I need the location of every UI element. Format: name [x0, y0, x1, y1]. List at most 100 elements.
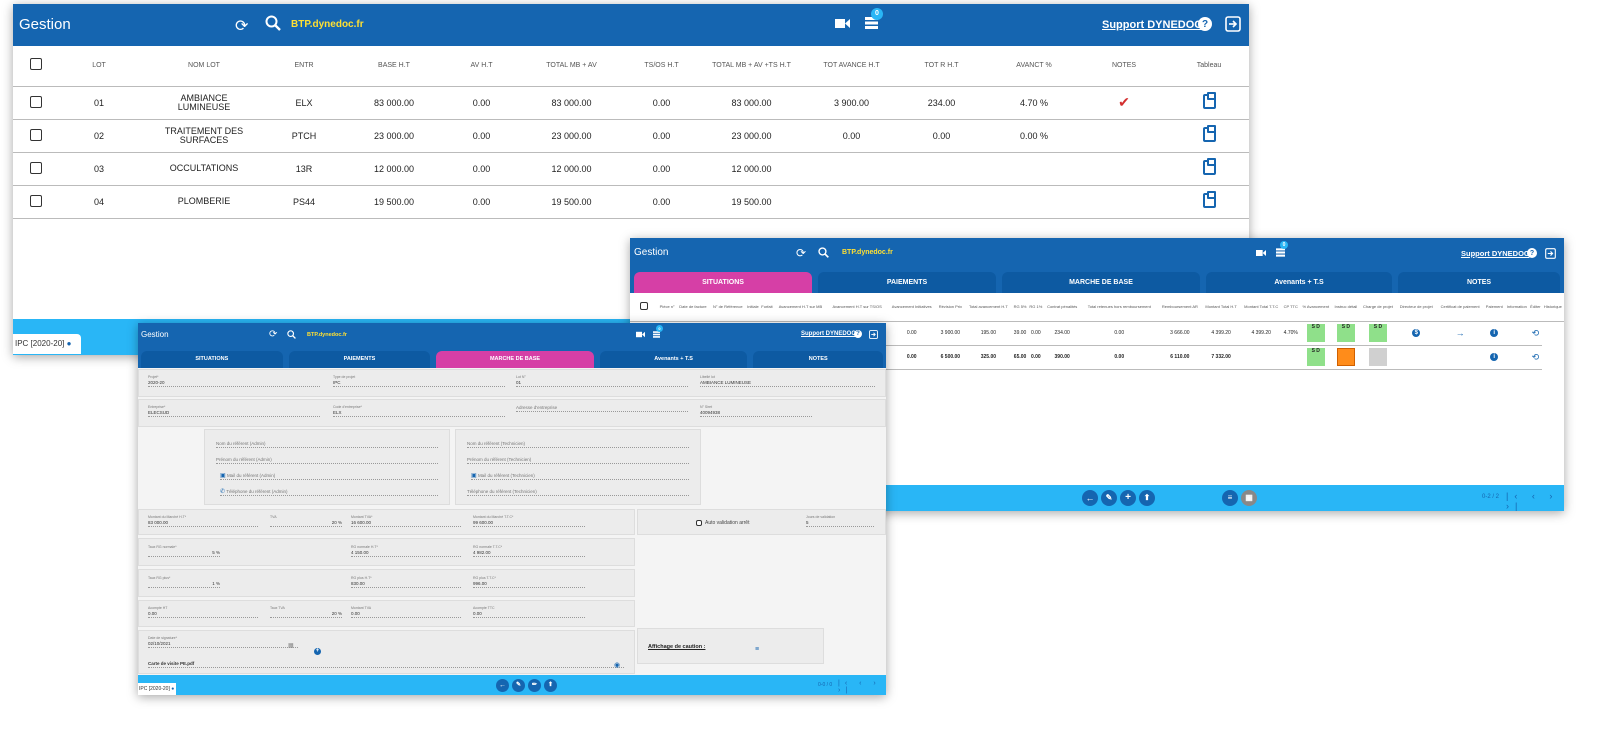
entreprise-field[interactable]: Entreprise* ELECSUD: [148, 405, 320, 417]
tel-admin-field[interactable]: ✆ Téléphone du référent (Admin): [220, 489, 438, 496]
support-link[interactable]: Support DYNEDOC: [801, 331, 856, 337]
video-icon[interactable]: [1256, 249, 1266, 257]
video-icon[interactable]: [835, 18, 850, 29]
code-entreprise-field[interactable]: Code d'entreprise* ELX: [333, 405, 505, 417]
tableau-icon[interactable]: [1169, 152, 1249, 186]
select-all-checkbox[interactable]: [630, 293, 658, 322]
row-checkbox[interactable]: [13, 152, 59, 186]
row-checkbox[interactable]: [13, 119, 59, 153]
certificat-icon[interactable]: $: [1396, 321, 1437, 346]
tel-tech-field[interactable]: Téléphone du référent (Technicien): [467, 489, 689, 496]
tableau-icon[interactable]: [1169, 119, 1249, 153]
caution-list-icon[interactable]: ≡: [755, 646, 760, 653]
info-icon[interactable]: i: [1483, 345, 1505, 370]
validation-status-cell[interactable]: S D: [1299, 321, 1333, 346]
back-button[interactable]: ←: [1082, 490, 1098, 506]
wrench-button[interactable]: ✎: [1101, 490, 1117, 506]
prenom-admin-field[interactable]: Prénom du référent (Admin): [216, 457, 438, 464]
table-row[interactable]: 02 TRAITEMENT DES SURFACES PTCH 23 000.00 0.…: [13, 119, 1249, 153]
nom-admin-field[interactable]: Nom du référent (Admin): [216, 441, 438, 448]
project-chip[interactable]: IPC [2020-20] ●: [13, 334, 81, 354]
adresse-field[interactable]: Adresse d'entreprise: [516, 405, 688, 412]
taux-rg1-field[interactable]: Taux RG plus* 1 %: [148, 576, 220, 588]
eye-icon[interactable]: ◉: [614, 662, 621, 669]
rg5-ht-field[interactable]: RG normale H.T* 4 150.00: [351, 545, 461, 557]
auto-validation-checkbox[interactable]: [696, 520, 702, 526]
site-link[interactable]: BTP.dynedoc.fr: [842, 249, 893, 256]
prenom-tech-field[interactable]: Prénom du référent (Technicien): [467, 457, 689, 464]
rg1-ht-field[interactable]: RG plus H.T* 830.00: [351, 576, 461, 588]
site-link[interactable]: BTP.dynedoc.fr: [307, 332, 347, 338]
pager-nav[interactable]: |‹ ‹ › ›|: [838, 680, 881, 694]
mail-admin-field[interactable]: ▣ Mail du référent (Admin): [220, 473, 438, 480]
pager-nav[interactable]: |‹ ‹ › ›|: [1506, 491, 1559, 511]
wrench-button[interactable]: ✎: [512, 679, 525, 692]
table-row[interactable]: 04 PLOMBERIE PS44 19 500.00 0.00 19 500.00 0.0…: [13, 185, 1249, 219]
validation-status-cell[interactable]: [1332, 345, 1360, 370]
project-chip[interactable]: IPC [2020-20] ●: [138, 683, 176, 695]
calendar-icon[interactable]: ▦: [288, 643, 294, 649]
help-icon[interactable]: ?: [1527, 248, 1537, 258]
filter-button[interactable]: ≡: [1222, 490, 1238, 506]
validation-status-cell[interactable]: [1359, 345, 1397, 370]
support-link[interactable]: Support DYNEDOC: [1461, 249, 1530, 258]
back-button[interactable]: ←: [496, 679, 509, 692]
tab-situations[interactable]: SITUATIONS: [141, 351, 283, 368]
search-icon[interactable]: [265, 15, 281, 31]
help-icon[interactable]: ?: [1198, 17, 1212, 31]
history-icon[interactable]: ⟲: [1529, 321, 1542, 346]
libelle-field[interactable]: Libellé lot AMBIANCE LUMINEUSE: [700, 375, 875, 387]
rg1-ttc-field[interactable]: RG plus T.T.C* 996.00: [473, 576, 585, 588]
support-link[interactable]: Support DYNEDOC: [1102, 19, 1203, 31]
search-icon[interactable]: [287, 330, 296, 339]
carte-visite-field[interactable]: Carte de visite PE.pdf: [148, 661, 624, 668]
tab-marche-de-base[interactable]: MARCHE DE BASE: [1002, 272, 1200, 293]
validation-status-cell[interactable]: S D: [1359, 321, 1397, 346]
taux-tva-field[interactable]: Taux TVA 20 %: [270, 606, 342, 618]
tab-paiements[interactable]: PAIEMENTS: [818, 272, 996, 293]
tab-paiements[interactable]: PAIEMENTS: [288, 351, 431, 368]
jours-validation-field[interactable]: Jours de validation 5: [806, 515, 874, 527]
history-icon[interactable]: ⟲: [1529, 345, 1542, 370]
table-row[interactable]: 01 AMBIANCE LUMINEUSE ELX 83 000.00 0.00 83 0…: [13, 86, 1249, 120]
logout-icon[interactable]: [869, 330, 878, 339]
search-icon[interactable]: [818, 247, 829, 258]
tableau-icon[interactable]: [1169, 86, 1249, 120]
acompte-ht-field[interactable]: Acompte HT 0.00: [148, 606, 258, 618]
edit-button[interactable]: ✏: [528, 679, 541, 692]
info-icon[interactable]: i: [1483, 321, 1505, 346]
tab-notes[interactable]: NOTES: [753, 351, 884, 368]
validation-status-cell[interactable]: S D: [1299, 345, 1333, 370]
help-icon[interactable]: ?: [854, 330, 862, 338]
refresh-icon[interactable]: ⟳: [235, 18, 249, 35]
tab-avenants[interactable]: Avenants + T.S: [599, 351, 748, 368]
rg5-ttc-field[interactable]: RG normale T.T.C* 4 982.00: [473, 545, 585, 557]
acompte-ttc-field[interactable]: Acompte TTC 0.00: [473, 606, 585, 618]
paiement-arrow-icon[interactable]: →: [1436, 321, 1484, 346]
tab-situations[interactable]: SITUATIONS: [634, 272, 812, 293]
montant-tva-field[interactable]: Montant TVA* 16 600.00: [351, 515, 461, 527]
validation-status-cell[interactable]: S D: [1332, 321, 1360, 346]
add-button[interactable]: +: [1120, 490, 1136, 506]
row-checkbox[interactable]: [13, 185, 59, 219]
upload-button[interactable]: ⬆: [1139, 490, 1155, 506]
taux-rg5-field[interactable]: Taux RG normale* 5 %: [148, 545, 220, 557]
logout-icon[interactable]: [1545, 248, 1556, 259]
refresh-icon[interactable]: ⟳: [269, 329, 278, 340]
tab-avenants[interactable]: Avenants + T.S: [1206, 272, 1392, 293]
tab-notes[interactable]: NOTES: [1398, 272, 1560, 293]
tab-marche-de-base[interactable]: MARCHE DE BASE: [436, 351, 594, 368]
siret-field[interactable]: N° Siret 40094938: [700, 405, 812, 417]
projet-field[interactable]: Projet* 2020-20: [148, 375, 320, 387]
logout-icon[interactable]: [1225, 16, 1241, 32]
nom-tech-field[interactable]: Nom du référent (Technicien): [467, 441, 689, 448]
add-date-button[interactable]: +: [314, 648, 321, 655]
list-icon[interactable]: [1276, 248, 1285, 257]
tva-field[interactable]: TVA 20 %: [270, 515, 342, 527]
table-row[interactable]: 03 OCCULTATIONS 13R 12 000.00 0.00 12 000.00 0…: [13, 152, 1249, 186]
grid-button[interactable]: ▦: [1241, 490, 1257, 506]
list-icon[interactable]: [653, 331, 660, 338]
refresh-icon[interactable]: ⟳: [796, 246, 807, 260]
montant-ttc-field[interactable]: Montant du Marché T.T.C* 99 600.00: [473, 515, 585, 527]
site-link[interactable]: BTP.dynedoc.fr: [291, 19, 364, 30]
